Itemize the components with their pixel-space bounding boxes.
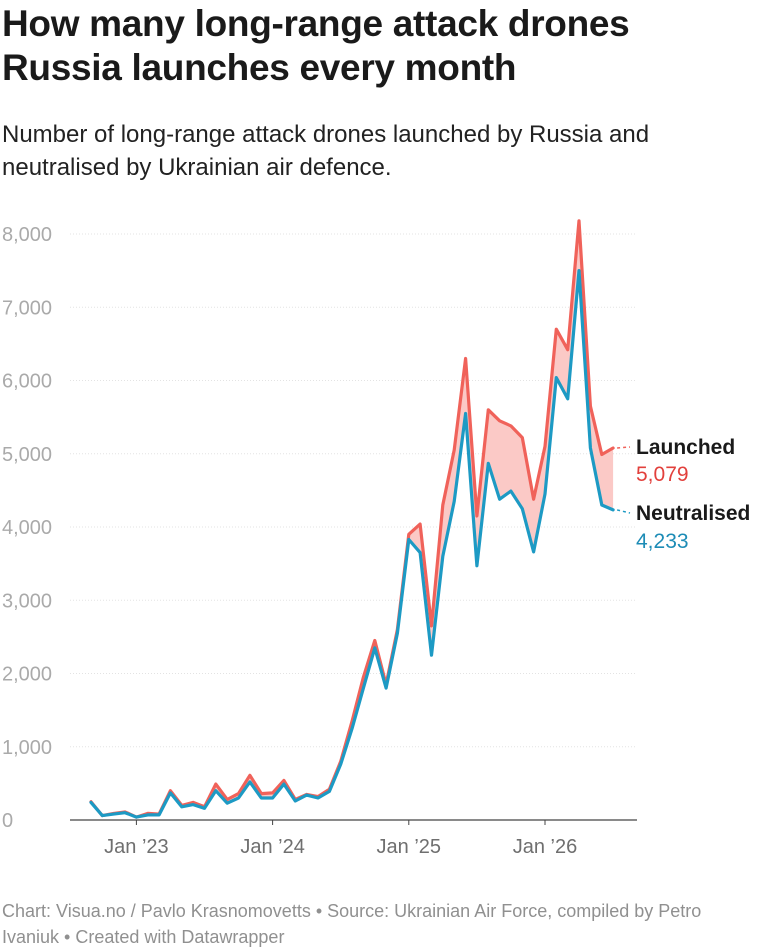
y-tick-label: 2,000 <box>2 664 52 686</box>
y-tick-label: 1,000 <box>2 737 52 759</box>
neutralised-line <box>89 269 615 819</box>
gridlines <box>70 233 637 821</box>
x-tick-label: Jan ’26 <box>513 836 578 858</box>
end-labels: Launched 5,079 Neutralised 4,233 <box>616 436 750 553</box>
y-axis-ticks: 0 1,000 2,000 3,000 4,000 5,000 6,000 7,000 8,00… <box>2 224 52 832</box>
x-tick-label: Jan ’23 <box>104 836 169 858</box>
neutralised-value: 4,233 <box>636 530 689 553</box>
y-tick-label: 5,000 <box>2 444 52 466</box>
y-tick-label: 6,000 <box>2 371 52 393</box>
drone-chart: 0 1,000 2,000 3,000 4,000 5,000 6,000 7,000 8,00… <box>2 219 750 858</box>
launched-value: 5,079 <box>636 463 689 486</box>
x-tick-label: Jan ’25 <box>377 836 442 858</box>
launched-label: Launched <box>636 436 735 459</box>
neutralised-label-connector <box>616 509 631 514</box>
x-axis-ticks: Jan ’23 Jan ’24 Jan ’25 Jan ’26 <box>104 820 577 858</box>
y-tick-label: 8,000 <box>2 224 52 246</box>
launched-label-connector <box>617 446 631 449</box>
y-tick-label: 3,000 <box>2 590 52 612</box>
y-tick-label: 4,000 <box>2 517 52 539</box>
chart-subtitle: Number of long-range attack drones launc… <box>2 121 650 181</box>
chart-title: How many long-range attack drones Russia… <box>2 3 630 88</box>
y-tick-label: 7,000 <box>2 297 52 319</box>
neutralised-label: Neutralised <box>636 502 750 525</box>
x-tick-label: Jan ’24 <box>240 836 305 858</box>
chart-footer: Chart: Visua.no / Pavlo Krasnomovetts • … <box>2 901 702 947</box>
y-tick-label: 0 <box>2 810 13 832</box>
